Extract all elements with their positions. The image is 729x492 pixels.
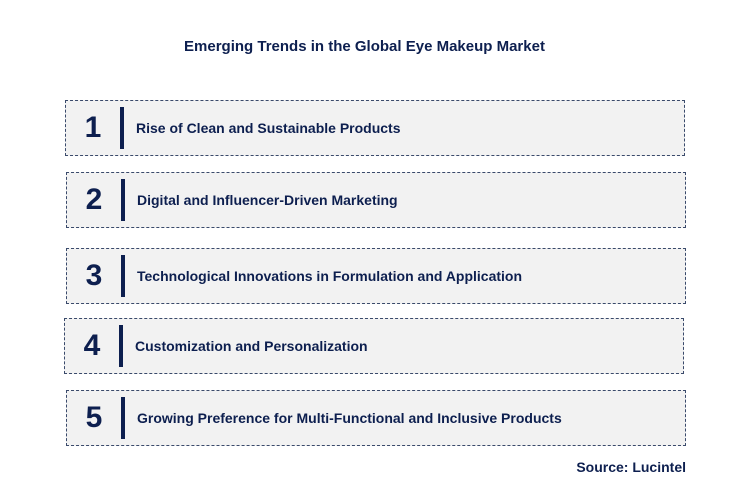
diagram-title: Emerging Trends in the Global Eye Makeup… [184, 38, 545, 55]
trend-item-1: 1 Rise of Clean and Sustainable Products [65, 100, 685, 156]
trend-divider-bar [119, 325, 123, 367]
trend-number: 1 [84, 111, 102, 144]
trend-divider-bar [120, 107, 124, 149]
trend-divider-bar [121, 397, 125, 439]
trend-label: Rise of Clean and Sustainable Products [136, 120, 401, 136]
trend-label: Customization and Personalization [135, 338, 368, 354]
trend-item-3: 3 Technological Innovations in Formulati… [66, 248, 686, 304]
trend-label: Technological Innovations in Formulation… [137, 268, 523, 284]
trend-number: 4 [83, 329, 101, 362]
trend-divider-bar [121, 255, 125, 297]
source-note: Source: Lucintel [576, 459, 686, 475]
trend-number: 2 [85, 183, 103, 216]
trend-label: Digital and Influencer-Driven Marketing [137, 192, 398, 208]
trend-number: 3 [85, 259, 103, 292]
trend-item-4: 4 Customization and Personalization [64, 318, 684, 374]
trend-item-5: 5 Growing Preference for Multi-Functiona… [66, 390, 686, 446]
trend-label: Growing Preference for Multi-Functional … [137, 410, 562, 426]
trend-divider-bar [121, 179, 125, 221]
trend-item-2: 2 Digital and Influencer-Driven Marketin… [66, 172, 686, 228]
trend-number: 5 [85, 401, 103, 434]
